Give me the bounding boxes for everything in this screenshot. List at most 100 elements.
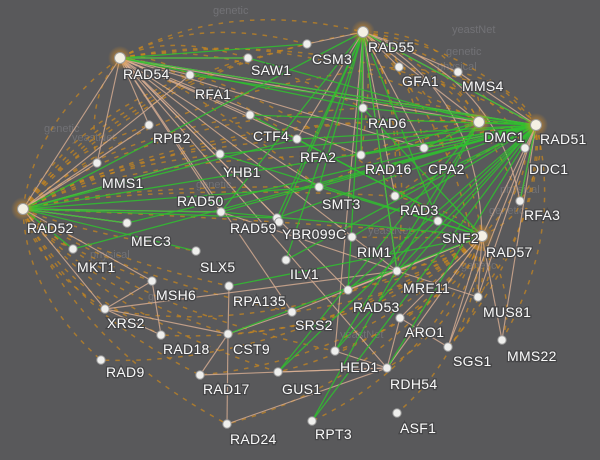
network-source-watermark: genetic bbox=[213, 5, 249, 17]
edge-physical-RAD55-RFA2 bbox=[296, 31, 364, 140]
edge-coexpression-RAD55-SMT3 bbox=[318, 31, 364, 188]
node-RAD17[interactable] bbox=[195, 370, 205, 380]
node-MRE11[interactable] bbox=[392, 266, 402, 276]
node-label-RFA1: RFA1 bbox=[195, 86, 231, 102]
node-label-RAD59: RAD59 bbox=[230, 220, 277, 236]
node-RPT3[interactable] bbox=[307, 416, 317, 426]
node-SLX5[interactable] bbox=[191, 246, 201, 256]
node-label-RAD55: RAD55 bbox=[368, 39, 415, 55]
node-label-RAD16: RAD16 bbox=[365, 161, 412, 177]
node-MUS81[interactable] bbox=[473, 292, 483, 302]
edge-genetic-RAD57-RFA3 bbox=[481, 200, 521, 237]
node-RAD24[interactable] bbox=[222, 419, 232, 429]
node-RAD54[interactable] bbox=[114, 52, 126, 64]
node-DMC1[interactable] bbox=[473, 116, 485, 128]
node-CTF4[interactable] bbox=[245, 110, 255, 120]
node-RAD50[interactable] bbox=[216, 207, 226, 217]
node-GUS1[interactable] bbox=[273, 367, 283, 377]
node-HED1[interactable] bbox=[330, 346, 340, 356]
node-label-CSM3: CSM3 bbox=[312, 51, 352, 67]
node-label-HED1: HED1 bbox=[340, 359, 379, 375]
node-CPA2[interactable] bbox=[419, 143, 429, 153]
node-RFA2[interactable] bbox=[292, 134, 302, 144]
node-YHB1[interactable] bbox=[215, 149, 225, 159]
edge-physical-RAD54-RDH54 bbox=[119, 57, 388, 369]
node-MKT1[interactable] bbox=[68, 244, 78, 254]
node-MSH6[interactable] bbox=[147, 276, 157, 286]
node-RIM1[interactable] bbox=[347, 232, 357, 242]
node-RAD51[interactable] bbox=[530, 119, 542, 131]
edge-genetic-RAD52-SRS2 bbox=[22, 208, 293, 313]
node-SMT3[interactable] bbox=[314, 182, 324, 192]
node-RAD53[interactable] bbox=[343, 285, 353, 295]
node-MMS1[interactable] bbox=[92, 158, 102, 168]
node-SRS2[interactable] bbox=[287, 307, 297, 317]
edge-coexpression-RAD52-YHB1 bbox=[22, 153, 221, 210]
node-label-MMS22: MMS22 bbox=[507, 348, 557, 364]
node-RAD16[interactable] bbox=[356, 150, 366, 160]
network-source-watermark: yeastNet bbox=[452, 24, 495, 36]
node-label-ASF1: ASF1 bbox=[400, 420, 436, 436]
node-RAD6[interactable] bbox=[358, 103, 368, 113]
node-CSM3[interactable] bbox=[302, 39, 312, 49]
edge-physical-RAD52-RFA1 bbox=[22, 74, 191, 210]
node-label-RAD54: RAD54 bbox=[123, 66, 170, 82]
node-RAD57[interactable] bbox=[476, 230, 488, 242]
node-MEC3[interactable] bbox=[122, 218, 132, 228]
node-RAD18[interactable] bbox=[156, 330, 166, 340]
edge-physical-RAD57-RDH54 bbox=[386, 235, 483, 369]
edge-coexpression-RAD55-RAD59 bbox=[276, 31, 364, 219]
edge-coexpression-RAD55-RAD16 bbox=[360, 31, 364, 156]
node-XRS2[interactable] bbox=[100, 304, 110, 314]
node-label-RIM1: RIM1 bbox=[357, 244, 392, 260]
node-ASF1[interactable] bbox=[392, 408, 402, 418]
edge-coexpression-RAD51-RAD16 bbox=[360, 124, 537, 156]
node-ILV1[interactable] bbox=[281, 255, 291, 265]
node-label-XRS2: XRS2 bbox=[107, 315, 145, 331]
edge-genetic-RAD57-RPT3 bbox=[311, 235, 483, 422]
nodes-layer bbox=[11, 20, 548, 429]
edge-physical-RAD54-RAD52 bbox=[22, 57, 121, 210]
node-label-CPA2: CPA2 bbox=[428, 161, 465, 177]
edge-physical-RAD55-CPA2 bbox=[362, 31, 425, 149]
node-SNF2[interactable] bbox=[433, 216, 443, 226]
node-RAD9[interactable] bbox=[96, 355, 106, 365]
node-RFA1[interactable] bbox=[185, 70, 195, 80]
node-MMS4[interactable] bbox=[453, 67, 463, 77]
node-label-MMS4: MMS4 bbox=[462, 78, 504, 94]
edge-coexpression-RAD54-CSM3 bbox=[119, 43, 308, 59]
node-DDC1[interactable] bbox=[520, 143, 530, 153]
node-label-SNF2: SNF2 bbox=[442, 230, 479, 246]
node-SAW1[interactable] bbox=[243, 53, 253, 63]
node-RAD55[interactable] bbox=[357, 26, 369, 38]
node-ARO1[interactable] bbox=[395, 313, 405, 323]
edge-physical-RDH54-HED1 bbox=[334, 350, 388, 369]
node-label-RAD9: RAD9 bbox=[106, 364, 145, 380]
node-CST9[interactable] bbox=[223, 329, 233, 339]
node-RPA135[interactable] bbox=[224, 281, 234, 291]
network-source-watermark: genetic bbox=[196, 179, 232, 191]
node-label-RFA2: RFA2 bbox=[300, 149, 336, 165]
node-YBR099C[interactable] bbox=[274, 217, 284, 227]
edge-genetic-RAD54-SMT3 bbox=[119, 57, 320, 188]
edge-coexpression-RAD51-HED1 bbox=[334, 124, 537, 352]
node-RDH54[interactable] bbox=[382, 363, 392, 373]
node-label-SAW1: SAW1 bbox=[251, 62, 291, 78]
edge-physical-RAD54-SRS2 bbox=[119, 57, 293, 313]
node-MMS22[interactable] bbox=[497, 335, 507, 345]
node-SGS1[interactable] bbox=[443, 342, 453, 352]
node-GFA1[interactable] bbox=[394, 62, 404, 72]
edge-physical-RAD57-ARO1 bbox=[399, 235, 483, 319]
edge-physical-RAD54-DMC1 bbox=[119, 57, 480, 123]
node-RFA3[interactable] bbox=[515, 196, 525, 206]
edge-physical-RAD55-RFA3 bbox=[362, 31, 521, 202]
edge-coexpression-RAD57-RPA135 bbox=[228, 235, 483, 287]
edge-coexpression-DMC1-HED1 bbox=[334, 121, 480, 352]
node-RAD52[interactable] bbox=[17, 203, 29, 215]
node-RPB2[interactable] bbox=[144, 120, 154, 130]
node-RAD3[interactable] bbox=[390, 191, 400, 201]
edge-coexpression-RAD51-MKT1 bbox=[72, 124, 537, 250]
edge-coexpression-RAD52-RAD59 bbox=[22, 208, 278, 219]
